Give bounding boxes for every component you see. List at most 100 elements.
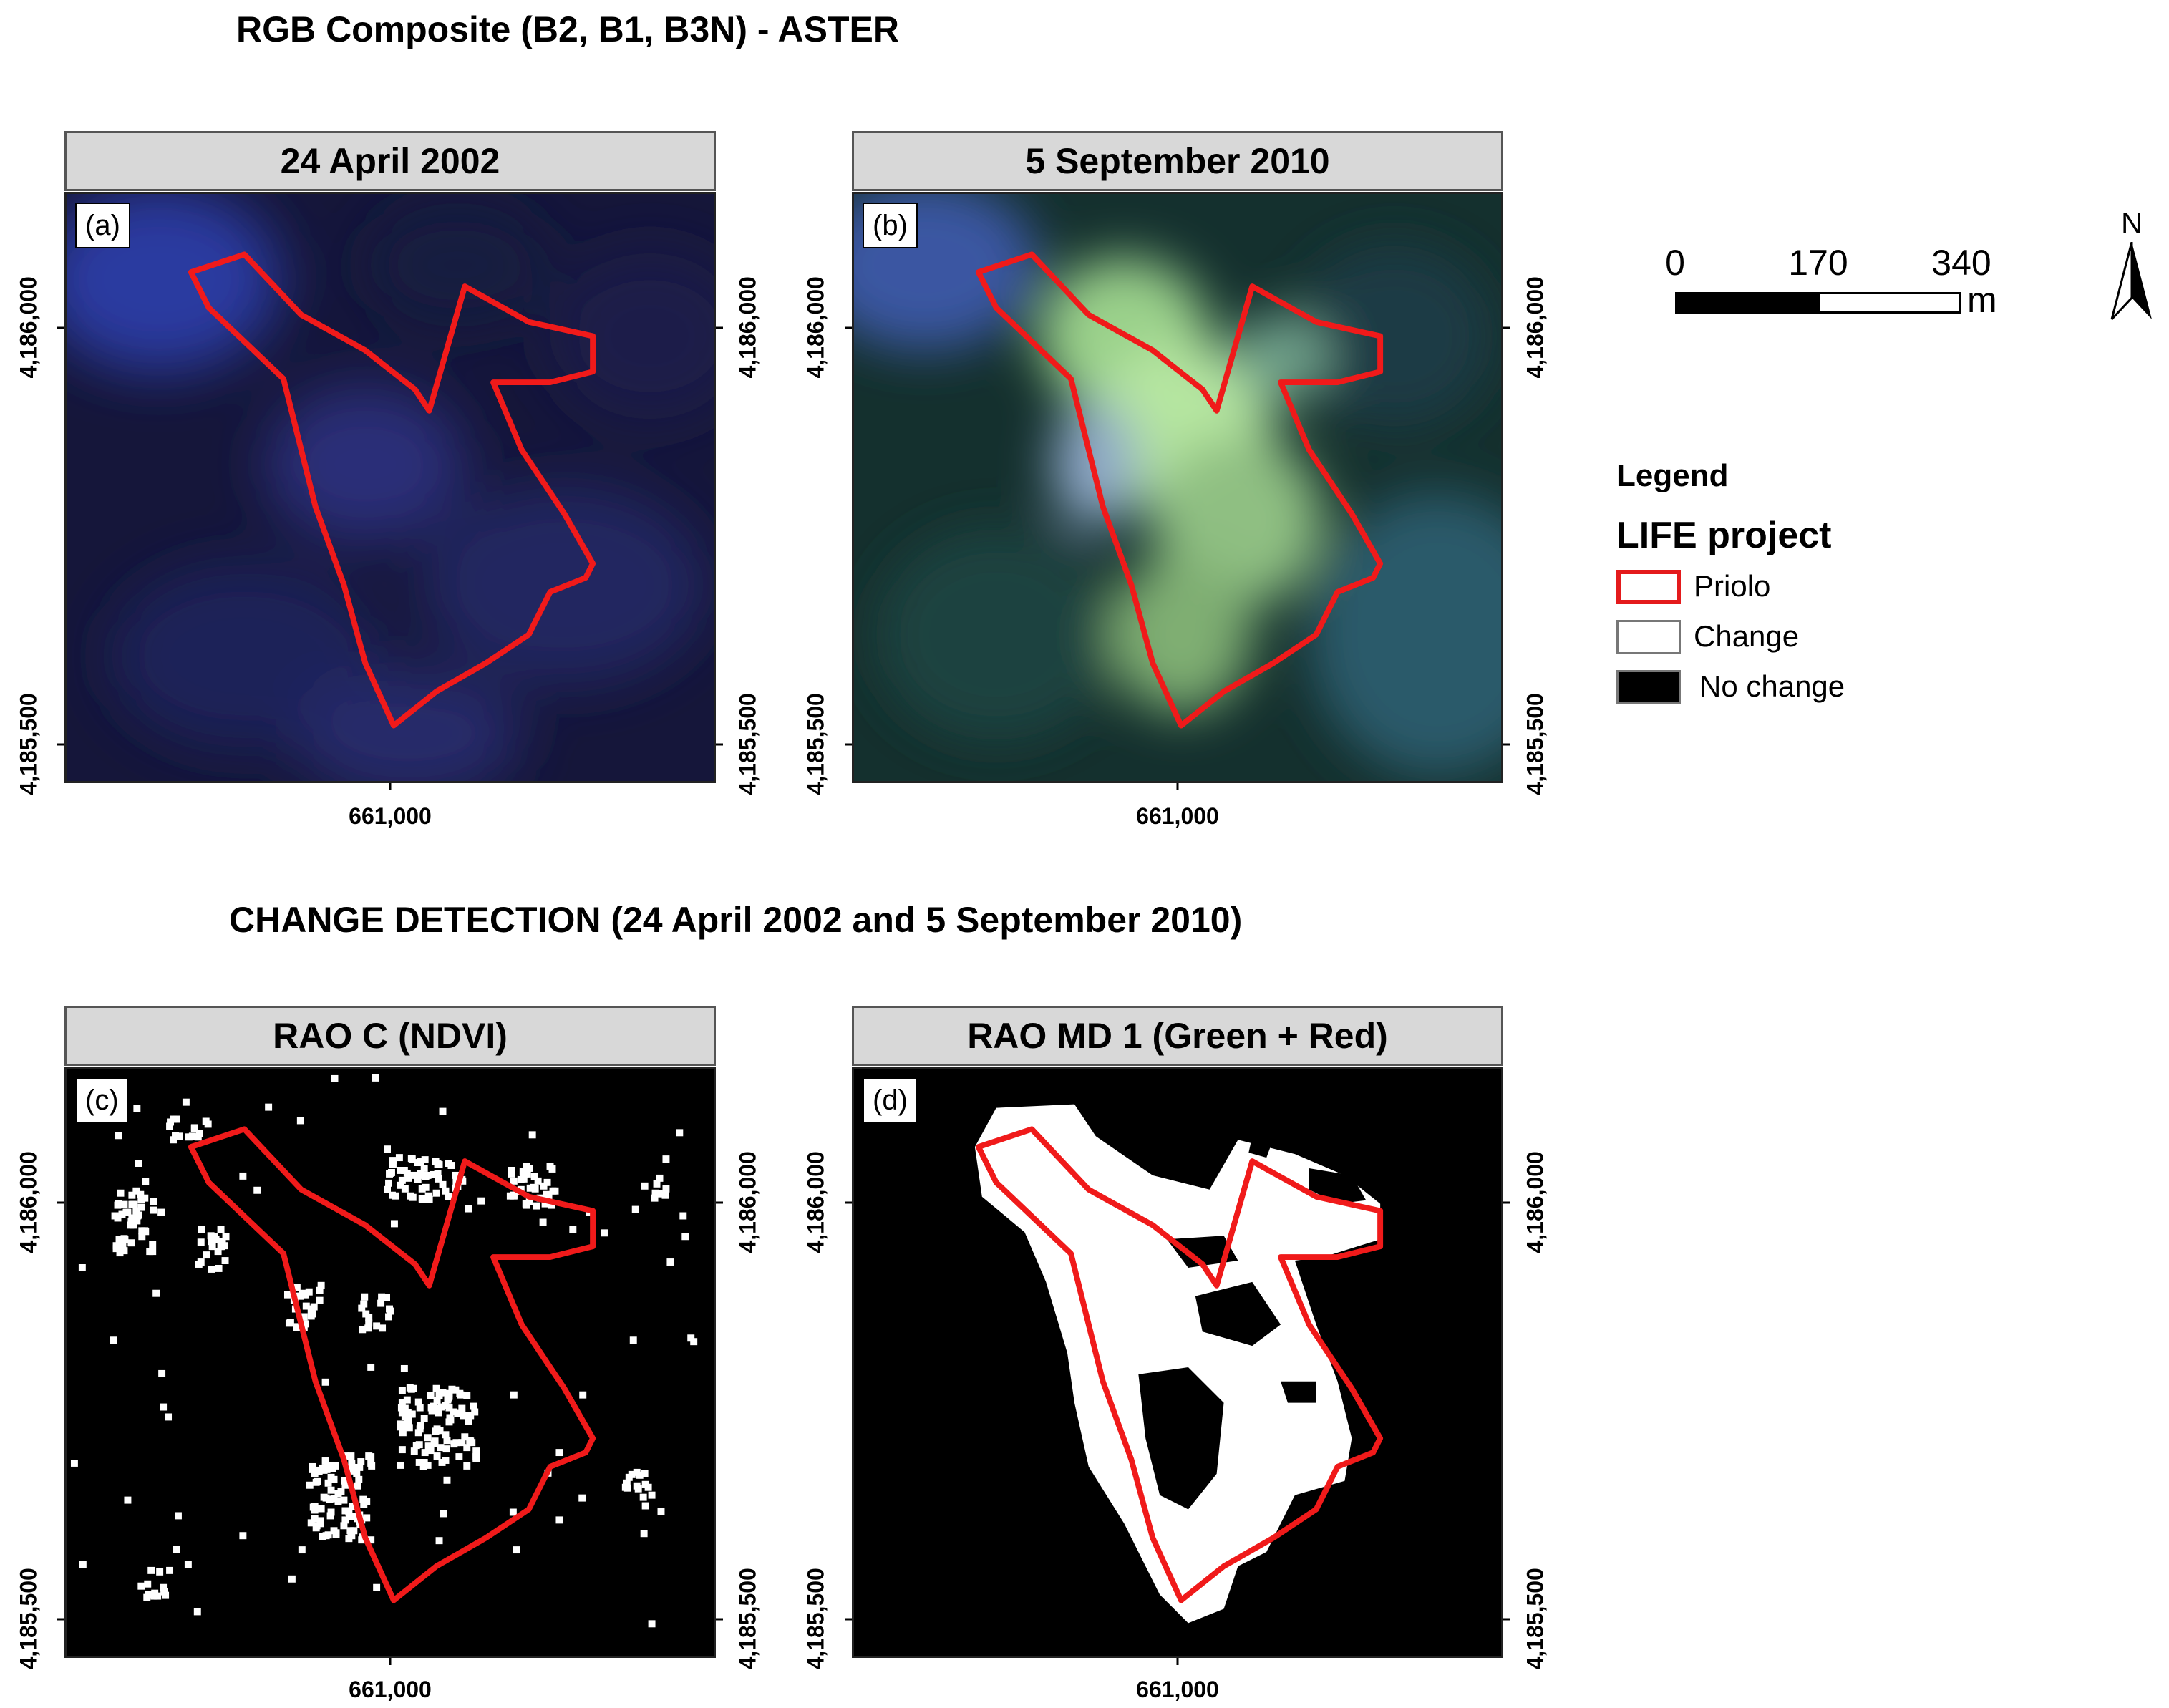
change-pixel bbox=[363, 1514, 371, 1522]
panel-a-map: (a) bbox=[64, 192, 716, 783]
change-pixel bbox=[119, 1243, 127, 1251]
change-pixel bbox=[173, 1546, 180, 1553]
change-pixel bbox=[410, 1447, 418, 1455]
panel-c-x-tick: 661,000 bbox=[349, 1677, 432, 1702]
change-pixel bbox=[513, 1546, 520, 1554]
panel-d-y-tick-top-left: 4,186,000 bbox=[802, 1151, 829, 1253]
change-pixel bbox=[373, 1322, 381, 1330]
change-pixel bbox=[398, 1446, 406, 1454]
change-pixel bbox=[662, 1185, 670, 1193]
change-pixel bbox=[465, 1205, 472, 1213]
change-pixel bbox=[362, 1310, 370, 1318]
change-pixel bbox=[399, 1429, 407, 1437]
change-pixel bbox=[373, 1583, 381, 1591]
change-pixel bbox=[306, 1481, 314, 1489]
scale-unit: m bbox=[1967, 280, 1997, 320]
change-pixel bbox=[356, 1463, 364, 1471]
change-pixel bbox=[349, 1503, 356, 1510]
change-pixel bbox=[443, 1476, 451, 1484]
change-pixel bbox=[435, 1409, 442, 1417]
change-pixel bbox=[142, 1178, 150, 1185]
change-pixel bbox=[347, 1452, 355, 1460]
panel-b-header: 5 September 2010 bbox=[852, 131, 1503, 191]
change-pixel bbox=[401, 1185, 409, 1193]
change-pixel bbox=[160, 1583, 168, 1591]
change-pixel bbox=[508, 1170, 515, 1178]
change-pixel bbox=[118, 1210, 126, 1218]
change-pixel bbox=[601, 1229, 608, 1237]
change-pixel bbox=[400, 1364, 408, 1372]
change-pixel bbox=[437, 1444, 445, 1452]
change-pixel bbox=[466, 1437, 474, 1445]
change-pixel bbox=[435, 1392, 443, 1399]
change-pixel bbox=[419, 1462, 427, 1470]
change-pixel bbox=[386, 1170, 393, 1178]
change-pixel bbox=[293, 1284, 301, 1291]
change-pixel bbox=[323, 1465, 331, 1473]
change-pixel bbox=[334, 1498, 342, 1505]
change-pixel bbox=[133, 1105, 141, 1112]
change-pixel bbox=[175, 1132, 183, 1140]
change-pixel bbox=[341, 1481, 349, 1489]
priolo-boundary bbox=[975, 1126, 1384, 1603]
change-pixel bbox=[422, 1183, 430, 1191]
change-pixel bbox=[445, 1193, 452, 1200]
change-pixel bbox=[341, 1477, 349, 1485]
change-pixel bbox=[170, 1136, 177, 1144]
change-pixel bbox=[354, 1482, 362, 1490]
legend-swatch-no-change bbox=[1616, 670, 1681, 704]
change-pixel bbox=[437, 1403, 445, 1411]
change-pixel bbox=[651, 1189, 659, 1197]
change-pixel bbox=[458, 1439, 466, 1447]
change-pixel bbox=[414, 1429, 422, 1437]
change-pixel bbox=[395, 1154, 403, 1162]
change-pixel bbox=[320, 1493, 328, 1501]
change-pixel bbox=[331, 1074, 339, 1082]
change-pixel bbox=[435, 1175, 442, 1183]
change-pixel bbox=[127, 1239, 135, 1247]
change-pixel bbox=[315, 1467, 323, 1475]
change-pixel bbox=[355, 1475, 363, 1483]
change-pixel bbox=[528, 1131, 536, 1139]
change-pixel bbox=[525, 1165, 533, 1172]
change-pixel bbox=[253, 1186, 261, 1194]
change-pixel bbox=[445, 1389, 453, 1397]
change-pixel bbox=[392, 1192, 399, 1200]
change-pixel bbox=[403, 1169, 411, 1177]
panel-a-y-tick-top-left: 4,186,000 bbox=[15, 276, 42, 379]
change-pixel bbox=[185, 1133, 193, 1141]
change-pixel bbox=[651, 1194, 659, 1202]
change-pixel bbox=[546, 1163, 554, 1170]
change-pixel bbox=[324, 1479, 332, 1487]
change-pixel bbox=[160, 1403, 168, 1411]
change-pixel bbox=[378, 1293, 386, 1301]
change-pixel bbox=[135, 1211, 142, 1219]
change-pixel bbox=[430, 1170, 437, 1178]
change-pixel bbox=[311, 1515, 319, 1523]
change-pixel bbox=[307, 1519, 315, 1527]
change-pixel bbox=[418, 1185, 426, 1193]
change-pixel bbox=[415, 1459, 423, 1466]
change-pixel bbox=[190, 1125, 198, 1132]
change-pixel bbox=[447, 1416, 455, 1424]
change-pixel bbox=[149, 1241, 157, 1248]
change-pixel bbox=[404, 1420, 412, 1427]
panel-c-y-tick-bottom-right: 4,185,500 bbox=[734, 1568, 761, 1670]
change-pixel bbox=[215, 1264, 223, 1272]
change-pixel bbox=[195, 1130, 203, 1137]
change-pixel bbox=[629, 1336, 637, 1344]
change-pixel bbox=[690, 1338, 698, 1346]
change-pixel bbox=[387, 1307, 394, 1315]
change-pixel bbox=[367, 1453, 375, 1460]
panel-d-map: (d) bbox=[852, 1067, 1503, 1658]
change-pixel bbox=[623, 1479, 631, 1487]
change-pixel bbox=[679, 1212, 687, 1220]
change-pixel bbox=[452, 1171, 460, 1179]
change-pixel bbox=[217, 1226, 225, 1233]
change-pixel bbox=[212, 1236, 220, 1243]
change-pixel bbox=[633, 1468, 641, 1476]
change-pixel bbox=[477, 1197, 485, 1205]
change-pixel bbox=[454, 1409, 462, 1417]
change-pixel bbox=[111, 1212, 119, 1220]
change-pixel bbox=[414, 1175, 422, 1183]
